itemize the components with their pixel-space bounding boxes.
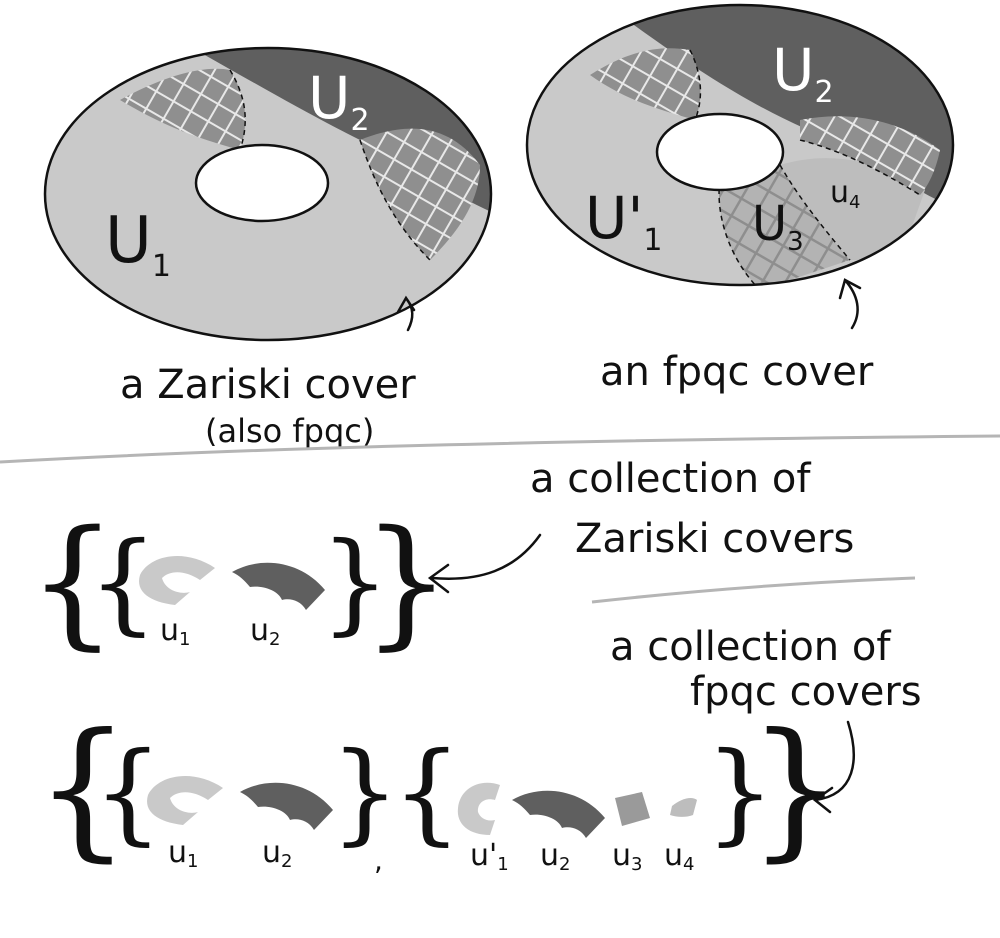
section-divider: [0, 434, 1000, 464]
left-torus: U2 U1: [43, 46, 493, 342]
row2-label-u2: u2: [262, 835, 292, 872]
piece2-u1p-light: [457, 782, 500, 835]
right-torus: U2 U'1 U3 u4: [525, 3, 955, 287]
inner-right-brace-2b: }: [705, 728, 775, 856]
left-torus-overlap-a: [120, 68, 246, 150]
zariski-collection-label-line2: Zariski covers: [575, 516, 854, 562]
outer-left-brace-2: {: [35, 702, 130, 876]
fpqc-collection: { { u1 u2 } , { u'1 u2 u3 u4 } }: [35, 702, 843, 877]
left-torus-u2-label: U2: [308, 64, 370, 138]
outer-left-brace: {: [28, 501, 117, 664]
left-torus-u1-label: U1: [105, 204, 171, 284]
row2-label-u3: u3: [612, 838, 642, 875]
left-torus-overlap-b: [360, 128, 480, 260]
fpqc-collection-label-line2: fpqc covers: [690, 669, 922, 715]
piece2-u3-gray: [615, 792, 650, 826]
row2-label-u1: u1: [168, 835, 198, 872]
right-torus-arrow: [838, 278, 862, 330]
inner-right-brace-2a: }: [330, 728, 400, 856]
piece-u1-light: [139, 556, 215, 605]
fpqc-cover-caption: an fpqc cover: [600, 349, 874, 395]
right-torus-u4-region: [780, 158, 925, 260]
fpqc-collection-label-line1: a collection of: [610, 624, 891, 670]
row2-label-u1p: u'1: [470, 838, 509, 875]
right-torus-overlap-a: [590, 48, 701, 120]
also-fpqc-caption: (also fpqc): [205, 412, 374, 450]
piece2-u2-dark: [240, 782, 333, 830]
right-torus-overlap-b: [800, 116, 940, 195]
outer-right-brace: }: [362, 501, 451, 664]
inner-right-brace: }: [320, 518, 390, 646]
row1-label-u1: u1: [160, 613, 190, 650]
right-torus-u2-label: U2: [772, 36, 834, 110]
right-torus-u4-label: u4: [830, 175, 860, 213]
zariski-cover-caption: a Zariski cover: [120, 362, 416, 408]
right-torus-u3-region: [719, 163, 850, 286]
zariski-collection-label-line1: a collection of: [530, 456, 811, 502]
zariski-collection-arrow: [427, 533, 542, 594]
piece2-u2b-dark: [512, 790, 605, 838]
piece-u2-dark: [232, 562, 325, 610]
zariski-collection: { { u1 u2 } }: [28, 501, 451, 664]
label-divider: [591, 576, 916, 604]
row1-label-u2: u2: [250, 613, 280, 650]
outer-right-brace-2: }: [748, 702, 843, 876]
left-torus-arrow: [396, 295, 416, 332]
right-torus-u3-label: U3: [752, 196, 804, 257]
row2-label-u4: u4: [664, 838, 694, 875]
comma-separator: ,: [374, 844, 383, 877]
piece2-u4-light: [670, 798, 697, 817]
row2-label-u2b: u2: [540, 838, 570, 875]
fpqc-collection-arrow: [812, 720, 855, 814]
inner-left-brace-2b: {: [392, 728, 462, 856]
piece2-u1-light: [147, 776, 223, 825]
right-torus-u1p-label: U'1: [585, 184, 663, 258]
